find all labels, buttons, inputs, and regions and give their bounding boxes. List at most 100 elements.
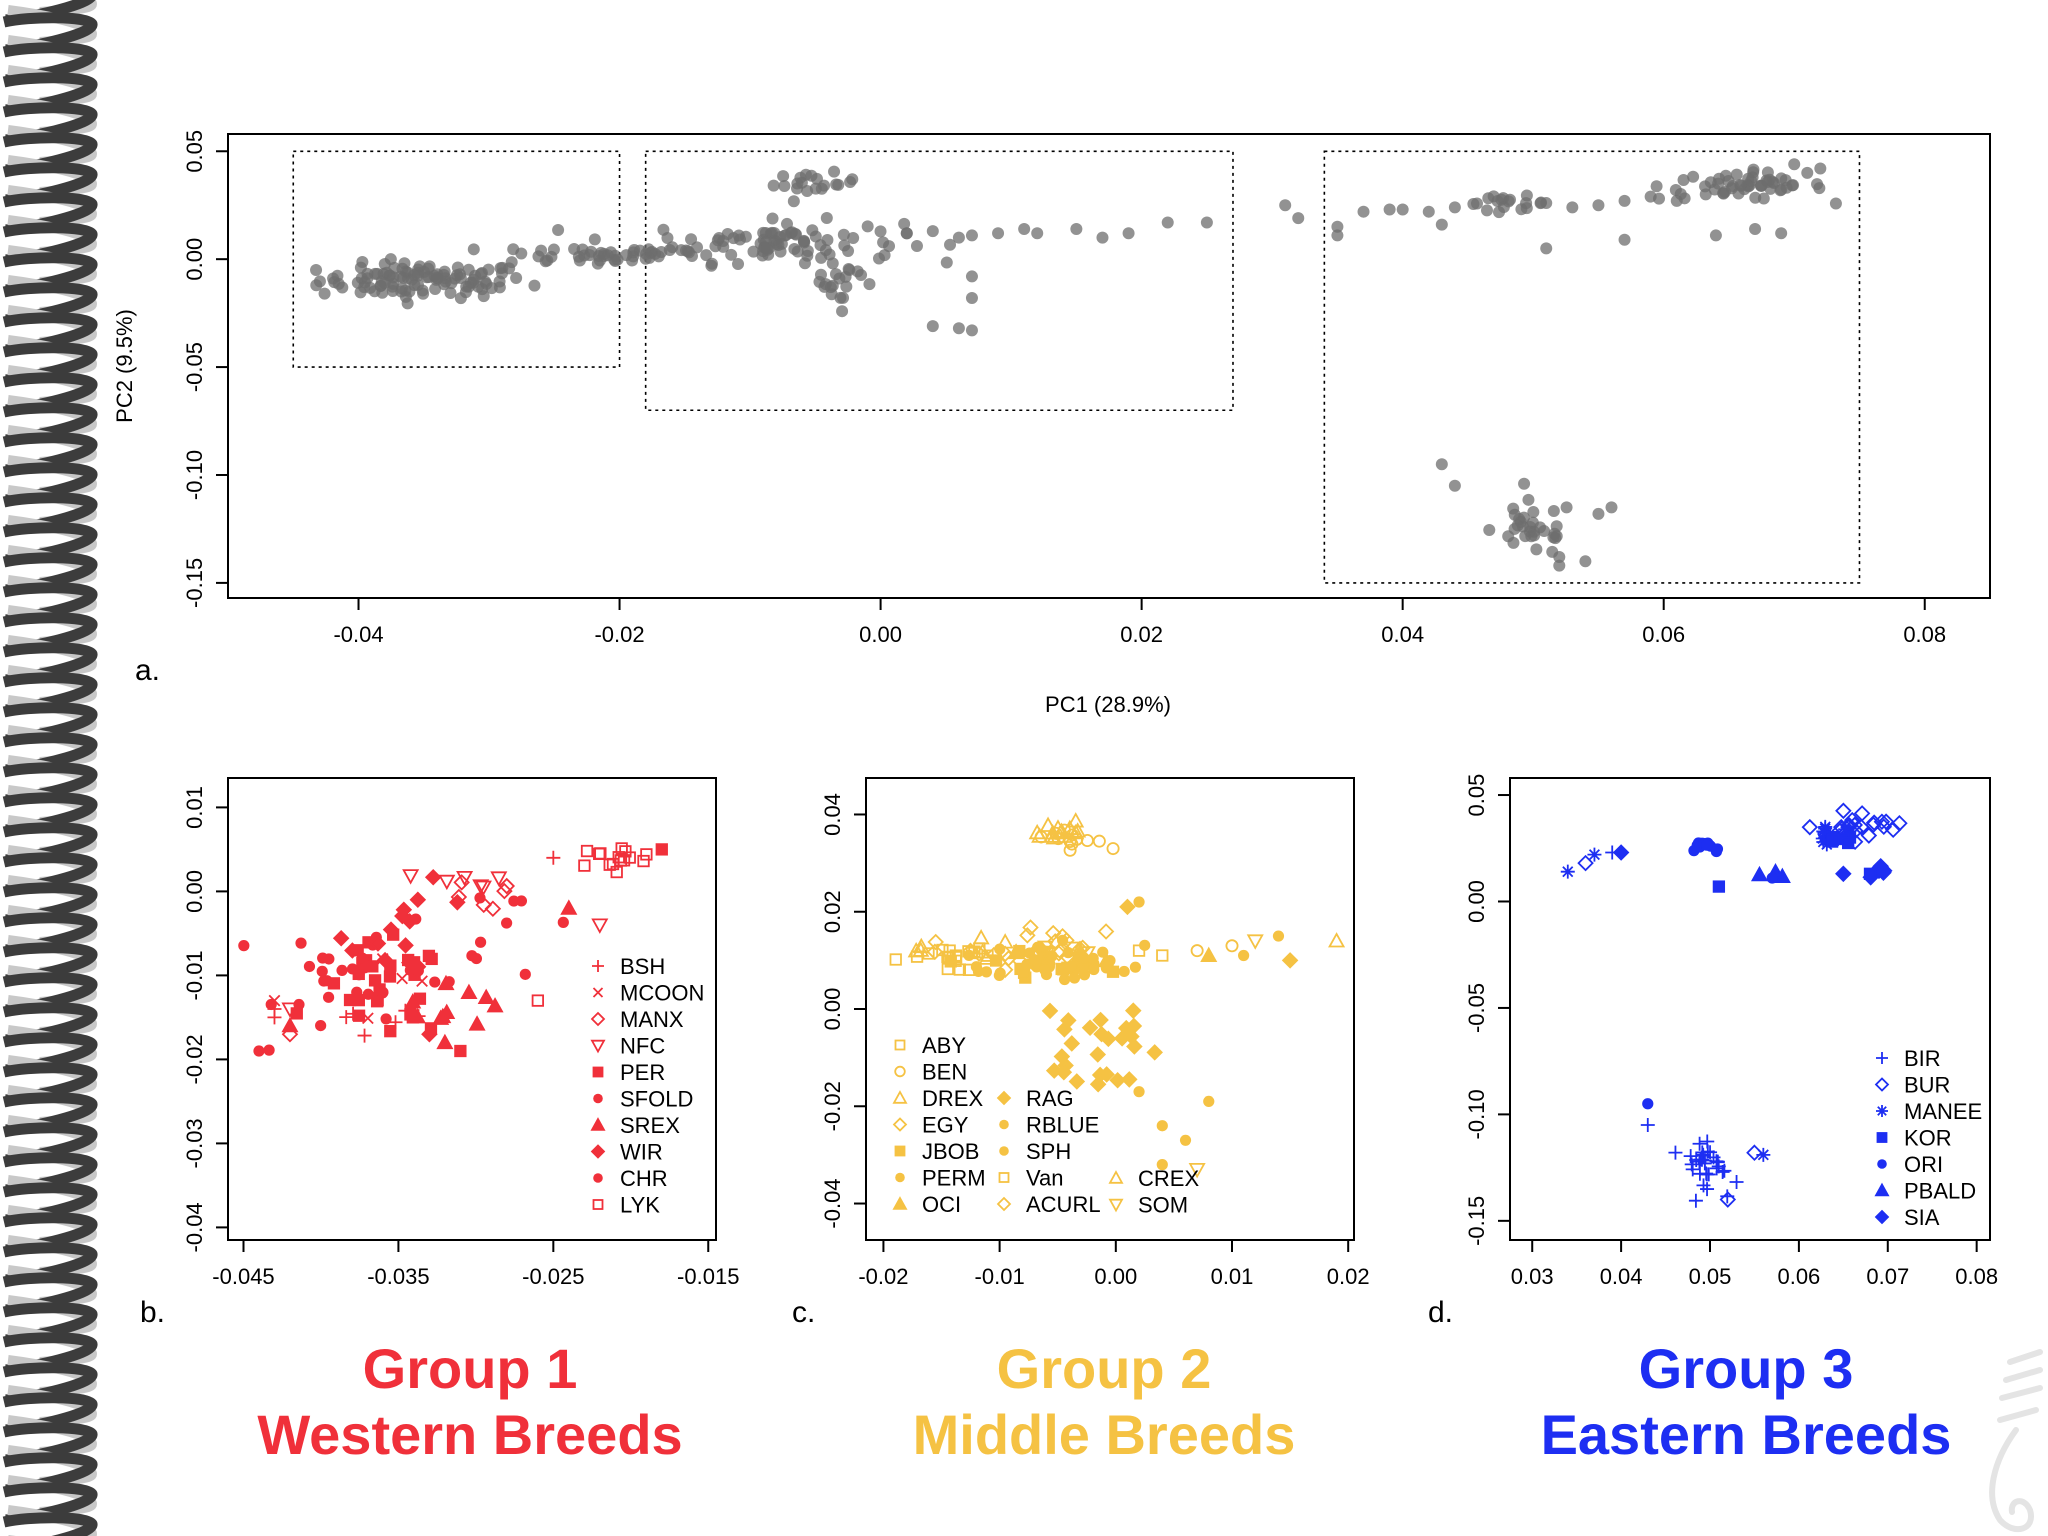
sample-point-sfold — [321, 975, 333, 987]
sample-point-manx — [484, 900, 502, 918]
sample-point — [778, 180, 791, 193]
panel-c-ytick-label: -0.02 — [820, 1081, 845, 1131]
sample-point-rblue — [1097, 946, 1109, 958]
sample-point-rag — [1055, 1063, 1073, 1081]
sample-point-bur — [1719, 1191, 1737, 1208]
sample-point — [1518, 477, 1531, 490]
sample-point-per — [454, 1044, 467, 1058]
sample-point-perm — [963, 949, 975, 962]
sample-point — [1677, 173, 1690, 186]
sample-point-sfold — [362, 988, 374, 1000]
panel-a-ytick-label: -0.05 — [182, 342, 207, 392]
panel-d-frame — [1509, 777, 1991, 1241]
legend-label-ori: ORI — [1904, 1152, 1943, 1177]
sample-point-rag — [1146, 1044, 1163, 1061]
sample-point-drex — [1039, 816, 1057, 832]
panel-b-axes: -0.045 -0.035 -0.025 -0.015 0.01 0.00 -0.01 -0.… — [182, 786, 739, 1289]
sample-point-bur — [1865, 816, 1882, 834]
sample-point — [505, 256, 518, 269]
sample-point-per — [384, 1025, 397, 1038]
helix-strand-dark — [2, 1512, 98, 1536]
sample-point-wir — [401, 954, 418, 971]
sample-point — [732, 258, 745, 271]
sample-point-crex — [978, 949, 996, 965]
sample-point-rag — [1041, 1002, 1059, 1020]
sample-point-srex — [432, 1009, 450, 1025]
sample-point-nfc — [456, 870, 474, 887]
sample-point-bir — [1693, 1152, 1708, 1167]
sample-point — [1540, 197, 1553, 210]
sample-point-egy — [996, 961, 1014, 979]
sample-point — [787, 195, 800, 208]
panel-c-ytick-label: 0.00 — [820, 988, 845, 1031]
panel-a-ytick-label: -0.15 — [182, 558, 207, 608]
panel-c-points — [889, 812, 1346, 1179]
sample-point-sph — [1129, 961, 1141, 973]
sample-point — [872, 252, 885, 265]
sample-point-nfc — [591, 918, 609, 934]
sample-point — [411, 266, 424, 279]
sample-point — [1717, 187, 1730, 200]
sample-point-nfc — [474, 880, 492, 896]
sample-point-per — [352, 1009, 366, 1022]
sample-point — [1618, 194, 1631, 207]
legend-marker-sph — [999, 1146, 1009, 1156]
sample-point-chr — [557, 916, 569, 928]
sample-point-som — [1036, 940, 1055, 957]
sample-point-chr — [470, 952, 483, 965]
sample-point — [732, 229, 745, 242]
sample-point — [1605, 501, 1618, 514]
sample-point-som — [1246, 934, 1264, 950]
sample-point-manee — [1756, 1147, 1771, 1162]
sample-point — [1650, 180, 1663, 193]
sample-point-per — [383, 970, 397, 983]
panel-b-ytick-label: -0.01 — [182, 950, 207, 1000]
legend-label-lyk: LYK — [620, 1193, 660, 1218]
sample-point — [1096, 231, 1109, 244]
sample-point-srex — [468, 1015, 486, 1031]
dna-helix-decoration — [2, 0, 98, 1536]
sample-point — [356, 255, 369, 268]
legend-label-manx: MANX — [620, 1007, 684, 1032]
sample-point — [847, 231, 860, 244]
sample-point-som — [1064, 941, 1082, 958]
sample-point-sfold — [380, 1013, 392, 1025]
panel-d-xtick-label: 0.04 — [1600, 1264, 1643, 1289]
sample-point-sph — [1065, 960, 1077, 972]
sample-point-bir — [1640, 1118, 1655, 1133]
sample-point-rag — [1098, 1066, 1115, 1083]
sample-point — [700, 249, 713, 262]
sample-point — [1513, 513, 1526, 526]
sample-point-bur — [1865, 814, 1883, 831]
sample-point-ben — [1106, 842, 1120, 856]
legend-marker-bur — [1874, 1077, 1890, 1092]
sample-point — [1801, 166, 1814, 179]
panel-a-xtick-label: 0.06 — [1642, 622, 1685, 647]
sample-point — [1699, 180, 1712, 193]
sample-point — [1502, 195, 1515, 208]
sample-point-drex — [1045, 829, 1063, 845]
sample-point-mcoon — [268, 994, 281, 1007]
sample-point-acurl — [1022, 919, 1039, 936]
legend-label-mcoon: MCOON — [620, 981, 704, 1006]
sample-point — [1579, 555, 1592, 568]
sample-point — [910, 239, 923, 252]
legend-label-acurl: ACURL — [1026, 1192, 1101, 1217]
sample-point-kor — [1842, 836, 1855, 850]
sample-point-som — [1038, 946, 1056, 962]
sample-point-nfc — [490, 871, 508, 887]
sample-point-sph — [1179, 1134, 1192, 1146]
sample-point-bsh — [546, 850, 561, 865]
sample-point-sia — [1835, 865, 1852, 883]
sample-point-manx — [498, 877, 516, 895]
panel-c-ytick-label: 0.04 — [820, 793, 845, 836]
sample-point-bur — [1835, 802, 1852, 820]
sample-point — [855, 269, 868, 282]
sample-point — [1435, 458, 1448, 471]
group-1-name: Group 1 — [362, 1337, 578, 1400]
legend-marker-som — [1108, 1198, 1124, 1213]
legend-marker-crex — [1108, 1170, 1124, 1184]
group-region-box — [644, 150, 1234, 412]
sample-point-rag — [1093, 1025, 1110, 1043]
sample-point — [495, 267, 508, 280]
